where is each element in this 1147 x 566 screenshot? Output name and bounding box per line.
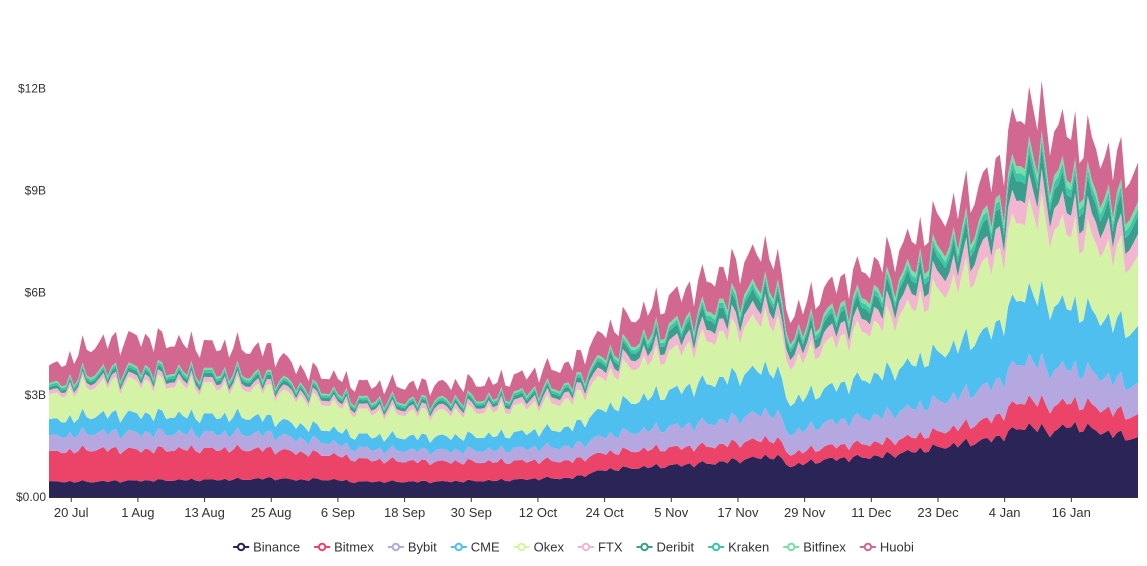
legend-marker-dot [640, 542, 649, 552]
x-tick-label: 11 Dec [851, 505, 892, 520]
x-tick-label: 1 Aug [121, 505, 154, 520]
legend-marker-dot [787, 542, 796, 552]
legend-label: Deribit [657, 540, 695, 555]
legend-item-okex[interactable]: Okex [513, 540, 565, 555]
legend-marker-dot [317, 542, 327, 552]
legend-label: CME [471, 540, 500, 555]
x-tick-label: 20 Jul [54, 505, 89, 520]
x-tick-label: 29 Nov [784, 505, 826, 520]
legend: Binance Bitmex Bybit CME Okex FTX Deribit Krake… [233, 540, 914, 555]
x-tick-label: 6 Sep [321, 505, 355, 520]
legend-label: Bitmex [334, 540, 374, 555]
x-tick-label: 5 Nov [654, 505, 688, 520]
legend-marker-dot [391, 542, 401, 552]
legend-item-bitfinex[interactable]: Bitfinex [783, 540, 846, 555]
legend-item-binance[interactable]: Binance [233, 540, 300, 555]
legend-item-cme[interactable]: CME [450, 540, 500, 555]
y-axis: $0.00 $3B $6B $9B $12B [16, 81, 46, 504]
y-tick-label: $0.00 [16, 490, 46, 504]
x-tick-label: 25 Aug [251, 505, 292, 520]
legend-item-kraken[interactable]: Kraken [708, 540, 769, 555]
legend-label: Okex [534, 540, 565, 555]
legend-marker-dot [581, 542, 591, 552]
x-tick-label: 13 Aug [184, 505, 225, 520]
legend-label: Bitfinex [803, 540, 846, 555]
x-tick-label: 17 Nov [717, 505, 759, 520]
area-bybit[interactable] [49, 352, 1138, 466]
legend-item-huobi[interactable]: Huobi [859, 540, 914, 555]
legend-marker-dot [454, 542, 463, 552]
area-cme[interactable] [49, 280, 1138, 456]
x-tick-label: 12 Oct [519, 505, 558, 520]
legend-item-deribit[interactable]: Deribit [636, 540, 695, 555]
area-binance[interactable] [49, 421, 1138, 497]
legend-item-bitmex[interactable]: Bitmex [314, 540, 374, 555]
legend-item-ftx[interactable]: FTX [577, 540, 623, 555]
legend-marker-dot [236, 542, 246, 552]
x-tick-label: 30 Sep [451, 505, 492, 520]
legend-label: FTX [598, 540, 623, 555]
legend-marker-dot [863, 542, 873, 552]
x-tick-label: 23 Dec [917, 505, 959, 520]
y-tick-label: $9B [25, 183, 46, 197]
legend-label: Binance [253, 540, 300, 555]
y-tick-label: $3B [25, 388, 46, 402]
x-tick-label: 24 Oct [585, 505, 624, 520]
y-tick-label: $12B [18, 81, 46, 95]
legend-label: Kraken [728, 540, 769, 555]
x-tick-label: 4 Jan [989, 505, 1021, 520]
x-tick-label: 16 Jan [1052, 505, 1091, 520]
series-areas [49, 80, 1138, 497]
legend-item-bybit[interactable]: Bybit [387, 540, 437, 555]
legend-label: Bybit [408, 540, 437, 555]
y-tick-label: $6B [25, 286, 46, 300]
area-okex[interactable] [49, 193, 1138, 443]
legend-marker-dot [711, 542, 721, 552]
legend-label: Huobi [880, 540, 914, 555]
legend-marker-dot [517, 542, 526, 552]
area-ftx[interactable] [49, 168, 1138, 421]
area-huobi[interactable] [49, 80, 1138, 410]
x-tick-label: 18 Sep [384, 505, 425, 520]
area-bitmex[interactable] [49, 394, 1138, 484]
x-axis: 20 Jul 1 Aug 13 Aug 25 Aug 6 Sep 18 Sep 30 Sep… [49, 497, 1138, 520]
